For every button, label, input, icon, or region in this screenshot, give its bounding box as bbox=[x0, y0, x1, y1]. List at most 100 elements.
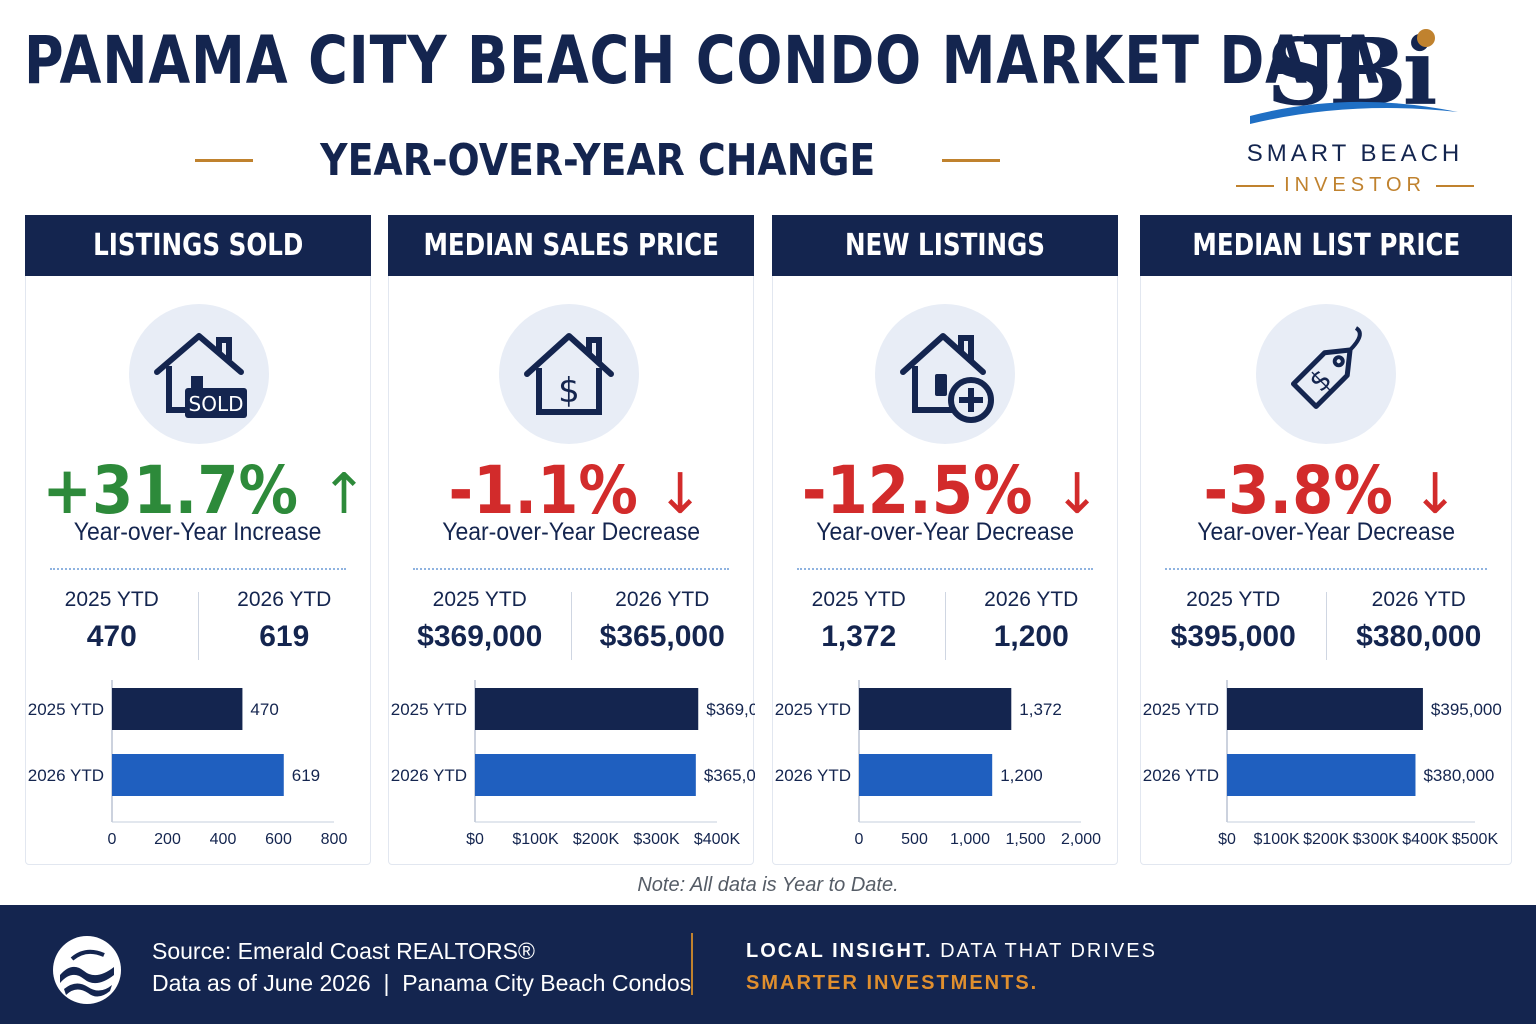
asof-text: Data as of June 2026 | Panama City Beach… bbox=[152, 970, 692, 996]
arrow-down-icon: ↓ bbox=[1053, 462, 1101, 527]
tick-label: 200 bbox=[154, 831, 181, 848]
ytd-comparison: 2025 YTD 470 2026 YTD 619 bbox=[26, 588, 370, 664]
data-label: $380,000 bbox=[1423, 766, 1494, 785]
wave-logo-icon bbox=[53, 936, 121, 1004]
bar bbox=[112, 688, 243, 730]
tick-label: 800 bbox=[321, 831, 348, 848]
ytd-label-a: 2025 YTD bbox=[811, 588, 906, 611]
category-label: 2025 YTD bbox=[775, 700, 851, 719]
ytd-separator bbox=[570, 592, 572, 660]
change-label: Year-over-Year Increase bbox=[26, 518, 370, 547]
dollar-glyph: $ bbox=[558, 371, 580, 411]
logo-rule-right bbox=[1435, 184, 1474, 187]
card-title: NEW LISTINGS bbox=[844, 228, 1046, 263]
tick-label: $200K bbox=[1303, 831, 1350, 848]
arrow-down-icon: ↓ bbox=[656, 462, 704, 527]
card-title: MEDIAN SALES PRICE bbox=[423, 228, 719, 263]
change-label: Year-over-Year Decrease bbox=[389, 518, 753, 547]
tagline-b: DATA THAT DRIVES bbox=[932, 940, 1157, 962]
page-subtitle: YEAR-OVER-YEAR CHANGE bbox=[319, 134, 876, 186]
bar bbox=[859, 688, 1012, 730]
ytd-value-b: $365,000 bbox=[599, 620, 725, 653]
bar bbox=[112, 754, 284, 796]
source-text: Source: Emerald Coast REALTORS® bbox=[152, 938, 535, 964]
sbi-monogram: SBi bbox=[1250, 18, 1458, 126]
logo-sub: INVESTOR bbox=[1284, 174, 1426, 196]
category-label: 2025 YTD bbox=[28, 700, 104, 719]
subtitle-rule-right bbox=[942, 158, 1000, 162]
card-header: NEW LISTINGS bbox=[772, 215, 1118, 276]
tick-label: $0 bbox=[466, 831, 484, 848]
data-label: 1,372 bbox=[1019, 700, 1062, 719]
ytd-comparison: 2025 YTD $369,000 2026 YTD $365,000 bbox=[389, 588, 753, 664]
ytd-label-a: 2025 YTD bbox=[1186, 588, 1281, 611]
ytd-label-b: 2026 YTD bbox=[984, 588, 1079, 611]
arrow-up-icon: ↑ bbox=[320, 462, 368, 527]
category-label: 2026 YTD bbox=[28, 766, 104, 785]
tick-label: $0 bbox=[1218, 831, 1236, 848]
data-label: 470 bbox=[250, 700, 278, 719]
card-listings-sold: LISTINGS SOLD SOLD +31.7% ↑ Year-over-Yea… bbox=[25, 215, 371, 865]
tick-label: $100K bbox=[1253, 831, 1300, 848]
tick-label: 500 bbox=[901, 831, 928, 848]
ytd-comparison: 2025 YTD $395,000 2026 YTD $380,000 bbox=[1141, 588, 1511, 664]
card-header: LISTINGS SOLD bbox=[25, 215, 371, 276]
pct-change: -12.5% ↓ bbox=[773, 452, 1117, 529]
tick-label: 600 bbox=[265, 831, 292, 848]
pct-change: -1.1% ↓ bbox=[389, 452, 753, 529]
ytd-value-b: 1,200 bbox=[993, 620, 1069, 653]
category-label: 2026 YTD bbox=[1143, 766, 1219, 785]
tagline-a: LOCAL INSIGHT. bbox=[746, 940, 933, 962]
divider bbox=[413, 568, 729, 570]
source-block: Source: Emerald Coast REALTORS® Data as … bbox=[152, 935, 691, 999]
house-dollar-icon: $ bbox=[499, 304, 639, 444]
pct-value: +31.7% bbox=[42, 452, 299, 529]
bar bbox=[859, 754, 993, 796]
logo-sub-row: INVESTOR bbox=[1220, 174, 1490, 197]
bar-chart-median-sales-price: 2025 YTD $369,000 2026 YTD $365,000 $0 $100K $… bbox=[391, 680, 755, 848]
tick-label: $100K bbox=[512, 831, 559, 848]
card-median-sales-price: MEDIAN SALES PRICE $ -1.1% ↓ Year-over-Ye… bbox=[388, 215, 755, 865]
tick-label: 2,000 bbox=[1061, 831, 1101, 848]
ytd-label-a: 2025 YTD bbox=[432, 588, 527, 611]
category-label: 2025 YTD bbox=[391, 700, 467, 719]
house-sold-icon: SOLD bbox=[129, 304, 269, 444]
bar-chart-new-listings: 2025 YTD 1,372 2026 YTD 1,200 0 500 1,000 1,500… bbox=[775, 680, 1101, 848]
tick-label: $400K bbox=[1402, 831, 1449, 848]
data-label: $369,000 bbox=[706, 700, 755, 719]
category-label: 2026 YTD bbox=[391, 766, 467, 785]
change-label: Year-over-Year Decrease bbox=[1141, 518, 1511, 547]
card-header: MEDIAN SALES PRICE bbox=[388, 215, 754, 276]
tick-label: 0 bbox=[855, 831, 864, 848]
tagline: LOCAL INSIGHT. DATA THAT DRIVES SMARTER … bbox=[746, 935, 1157, 999]
pct-change: +31.7% ↑ bbox=[26, 452, 370, 529]
logo-wave bbox=[1250, 101, 1458, 124]
change-text: Year-over-Year Decrease bbox=[816, 518, 1074, 546]
page-title: PANAMA CITY BEACH CONDO MARKET DATA bbox=[24, 22, 1380, 99]
footer-divider bbox=[691, 933, 693, 995]
ytd-label-a: 2025 YTD bbox=[64, 588, 159, 611]
subtitle-row: YEAR-OVER-YEAR CHANGE bbox=[195, 128, 1000, 192]
bar bbox=[1227, 688, 1423, 730]
divider bbox=[1165, 568, 1487, 570]
ytd-value-b: $380,000 bbox=[1356, 620, 1482, 653]
bar bbox=[1227, 754, 1416, 796]
tick-label: $300K bbox=[633, 831, 680, 848]
bar-chart-listings-sold: 2025 YTD 470 2026 YTD 619 0 200 400 600 800 bbox=[28, 680, 348, 848]
brand-logo: SBi SMART BEACH INVESTOR bbox=[1200, 12, 1510, 202]
data-label: $395,000 bbox=[1431, 700, 1502, 719]
tick-label: 0 bbox=[108, 831, 117, 848]
card-header: MEDIAN LIST PRICE bbox=[1140, 215, 1512, 276]
tick-label: $400K bbox=[694, 831, 741, 848]
tick-label: $500K bbox=[1452, 831, 1499, 848]
change-text: Year-over-Year Increase bbox=[74, 518, 322, 546]
change-text: Year-over-Year Decrease bbox=[442, 518, 700, 546]
data-label: $365,000 bbox=[704, 766, 755, 785]
category-label: 2025 YTD bbox=[1143, 700, 1219, 719]
bar bbox=[475, 688, 699, 730]
tick-label: $200K bbox=[573, 831, 620, 848]
ytd-label-b: 2026 YTD bbox=[237, 588, 332, 611]
pct-value: -3.8% bbox=[1203, 452, 1394, 529]
house-plus-icon bbox=[875, 304, 1015, 444]
